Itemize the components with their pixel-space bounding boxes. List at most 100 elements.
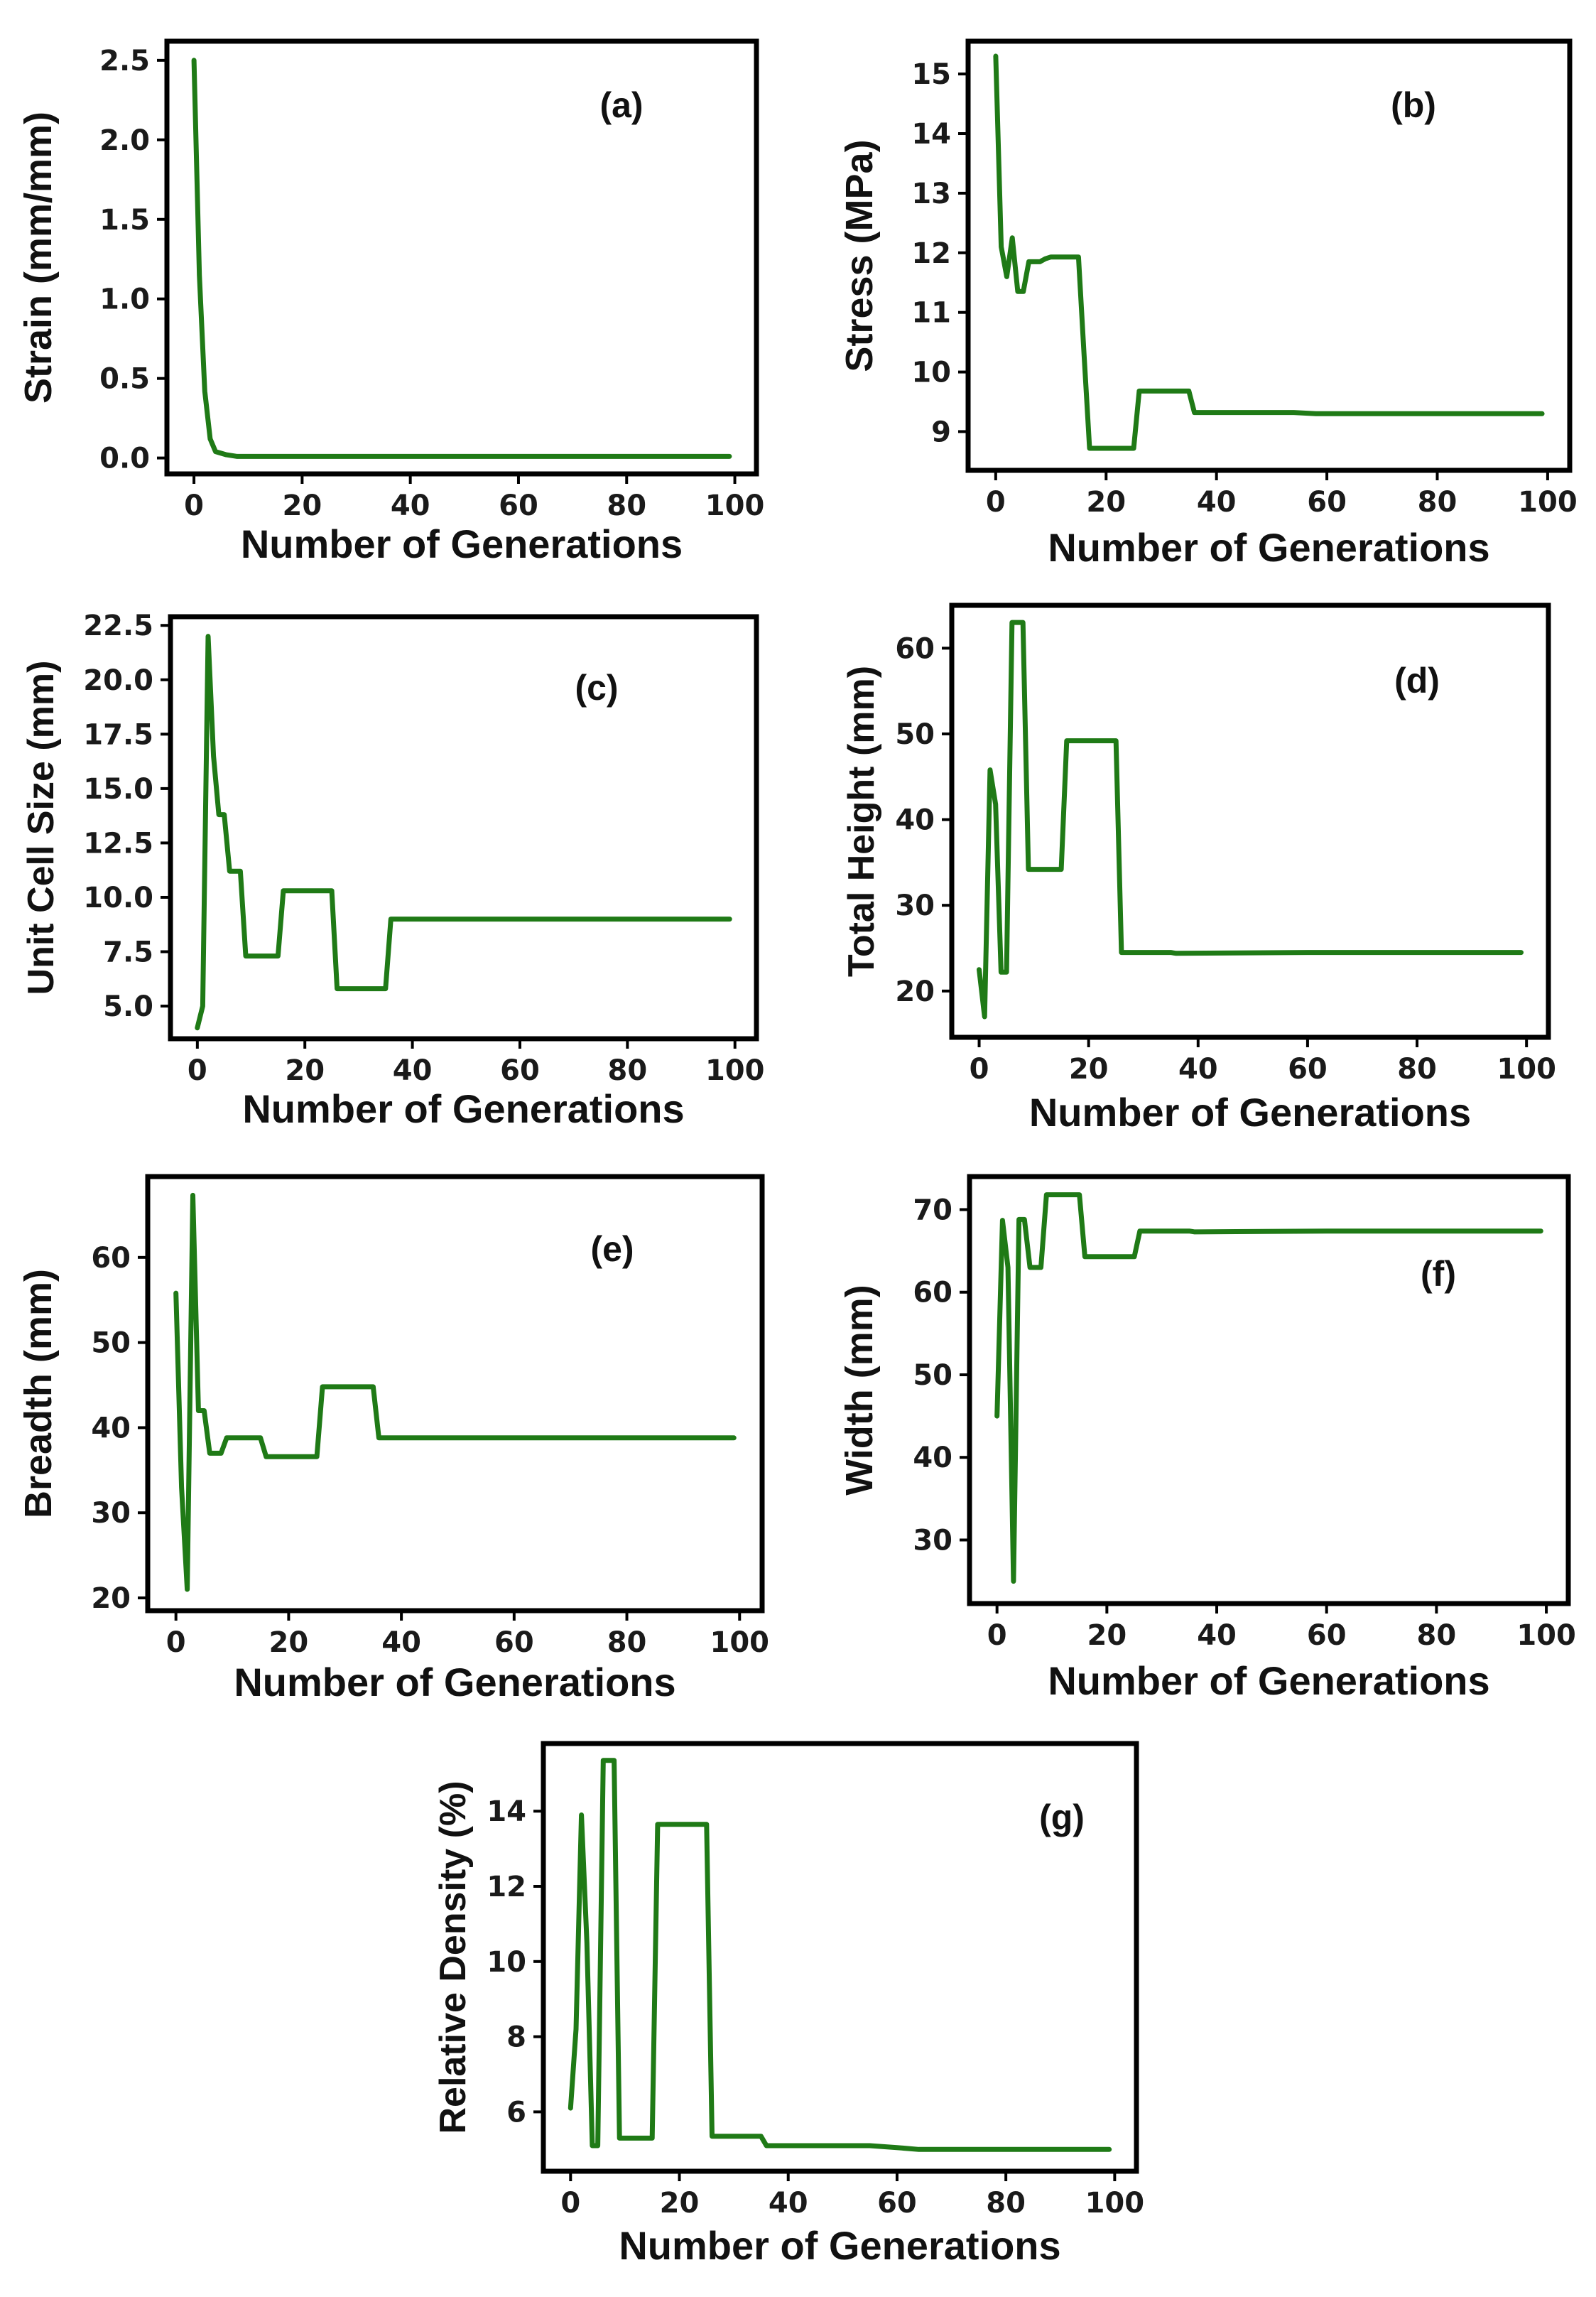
x-tick-label: 80: [1417, 1619, 1457, 1652]
x-tick-label: 20: [1086, 486, 1126, 519]
y-tick-label: 1.5: [99, 204, 150, 237]
x-tick-label: 40: [1197, 1619, 1237, 1652]
y-tick-label: 10: [911, 357, 951, 389]
x-tick-label: 60: [877, 2187, 917, 2220]
plot-frame-f: [967, 1174, 1571, 1606]
series-line-b: [993, 53, 1545, 451]
y-tick-label: 50: [91, 1327, 131, 1360]
plot-frame-c: [168, 614, 759, 1042]
plot-frame-e: [145, 1174, 765, 1614]
panel-label: (b): [1391, 85, 1436, 125]
x-axis-label: Number of Generations: [1048, 1658, 1489, 1703]
x-axis-label: Number of Generations: [241, 521, 683, 566]
x-tick-label: 20: [660, 2187, 700, 2220]
x-tick-label: 60: [494, 1626, 534, 1659]
panel-label: (e): [590, 1229, 634, 1269]
y-tick-label: 20: [91, 1582, 131, 1615]
y-tick-label: 9: [931, 416, 951, 448]
y-tick-label: 17.5: [83, 718, 153, 751]
y-tick-label: 0.0: [99, 443, 150, 475]
x-tick-label: 40: [769, 2187, 808, 2220]
y-tick-label: 15.0: [83, 773, 153, 806]
y-tick-label: 10.0: [83, 882, 153, 914]
panel-label: (c): [575, 668, 618, 708]
x-tick-label: 40: [1178, 1053, 1218, 1086]
series-line-g: [568, 1758, 1112, 2152]
y-tick-label: 0.5: [99, 363, 150, 396]
x-axis-label: Number of Generations: [234, 1660, 675, 1704]
chart-panel-a: 0 20 40 60 80 100 0.0 0.5 1.0 1.5 2.0 2.5 Number of …: [17, 38, 765, 566]
x-tick-label: 0: [560, 2187, 580, 2220]
y-tick-label: 30: [913, 1524, 952, 1557]
y-tick-label: 13: [911, 178, 951, 210]
plot-frame-g: [541, 1741, 1139, 2174]
x-tick-label: 80: [986, 2187, 1026, 2220]
panel-label: (d): [1394, 661, 1440, 701]
y-axis-label: Total Height (mm): [841, 666, 882, 977]
y-tick-label: 10: [487, 1946, 526, 1979]
x-tick-label: 100: [705, 1054, 765, 1087]
y-tick-label: 30: [91, 1497, 131, 1530]
x-tick-label: 40: [381, 1626, 421, 1659]
y-axis-label: Stress (MPa): [838, 139, 881, 372]
y-tick-label: 20.0: [83, 664, 153, 697]
x-tick-label: 0: [986, 486, 1006, 519]
x-tick-label: 100: [1518, 486, 1578, 519]
x-tick-label: 40: [393, 1054, 433, 1087]
x-tick-label: 80: [608, 1054, 648, 1087]
y-tick-label: 30: [895, 890, 935, 922]
y-tick-label: 22.5: [83, 610, 153, 642]
y-tick-label: 60: [913, 1277, 952, 1309]
x-tick-label: 60: [1307, 1619, 1347, 1652]
y-axis-label: Strain (mm/mm): [17, 112, 60, 404]
series-line-a: [191, 58, 732, 459]
x-tick-label: 100: [705, 490, 765, 522]
y-tick-label: 12: [487, 1871, 526, 1903]
x-tick-label: 20: [269, 1626, 309, 1659]
y-tick-label: 14: [487, 1795, 526, 1828]
y-tick-label: 5.0: [103, 990, 153, 1023]
panel-label: (g): [1039, 1798, 1085, 1837]
y-axis-label: Unit Cell Size (mm): [21, 661, 62, 995]
y-tick-label: 70: [913, 1194, 952, 1226]
series-line-e: [173, 1192, 737, 1592]
chart-panel-g: 0 20 40 60 80 100 6 8 10 12 14 Number of Generation…: [433, 1741, 1144, 2268]
x-tick-label: 60: [500, 1054, 540, 1087]
series-line-c: [195, 634, 732, 1031]
x-tick-label: 80: [1397, 1053, 1437, 1086]
plot-frame-b: [965, 38, 1573, 473]
y-tick-label: 2.0: [99, 124, 150, 157]
y-tick-label: 20: [895, 975, 935, 1008]
y-tick-label: 7.5: [103, 936, 153, 969]
x-tick-label: 0: [166, 1626, 186, 1659]
x-tick-label: 80: [607, 1626, 647, 1659]
x-tick-label: 60: [1288, 1053, 1328, 1086]
plot-frame-a: [164, 38, 759, 477]
panel-label: (a): [599, 85, 643, 125]
x-tick-label: 20: [285, 1054, 325, 1087]
x-axis-label: Number of Generations: [242, 1086, 684, 1131]
y-tick-label: 15: [911, 58, 951, 91]
y-tick-label: 60: [91, 1242, 131, 1275]
x-tick-label: 20: [1087, 1619, 1127, 1652]
plot-frame-d: [949, 602, 1551, 1040]
x-tick-label: 80: [607, 490, 646, 522]
y-tick-label: 11: [911, 297, 951, 330]
x-tick-label: 0: [987, 1619, 1007, 1652]
y-axis-label: Breadth (mm): [17, 1269, 60, 1518]
chart-panel-b: 0 20 40 60 80 100 9 10 11 12 13 14 15 Number of Gener…: [838, 38, 1578, 570]
y-tick-label: 40: [895, 804, 935, 837]
y-tick-label: 14: [911, 118, 951, 151]
x-tick-label: 20: [1069, 1053, 1109, 1086]
y-axis-label: Relative Density (%): [433, 1780, 474, 2134]
y-tick-label: 40: [91, 1412, 131, 1444]
y-tick-label: 50: [895, 718, 935, 751]
x-axis-label: Number of Generations: [1048, 525, 1489, 570]
x-tick-label: 40: [1197, 486, 1237, 519]
y-axis-label: Width (mm): [838, 1285, 881, 1495]
y-tick-label: 1.0: [99, 283, 150, 316]
y-tick-label: 12.5: [83, 827, 153, 860]
